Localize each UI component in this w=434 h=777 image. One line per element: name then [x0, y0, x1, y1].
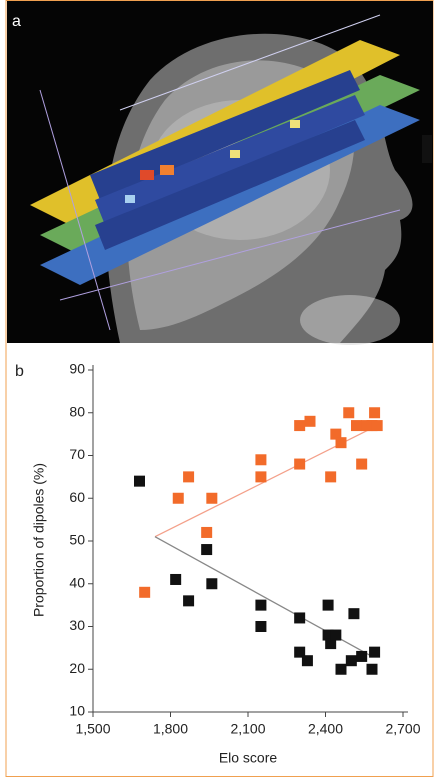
x-tick-label: 2,400 — [308, 721, 343, 737]
marker — [294, 458, 306, 470]
marker — [351, 420, 362, 432]
marker — [294, 420, 306, 432]
y-tick-label: 30 — [69, 617, 85, 633]
marker — [356, 458, 368, 470]
marker — [322, 629, 334, 641]
marker — [343, 407, 355, 419]
y-tick-label: 70 — [69, 446, 85, 462]
marker — [325, 638, 337, 650]
panel-label: b — [15, 363, 24, 380]
marker — [371, 420, 383, 432]
marker — [294, 612, 306, 624]
marker — [294, 646, 306, 658]
marker — [172, 492, 184, 504]
marker — [335, 663, 347, 675]
marker — [139, 586, 151, 598]
y-tick-label: 20 — [69, 660, 85, 676]
y-tick-label: 80 — [69, 403, 85, 419]
marker — [255, 599, 267, 611]
panel-label: a — [12, 13, 21, 30]
x-tick-label: 1,500 — [75, 721, 110, 737]
marker — [304, 415, 316, 427]
marker — [183, 471, 195, 483]
marker — [201, 544, 213, 556]
marker — [322, 599, 334, 611]
marker — [170, 573, 182, 585]
marker — [356, 650, 368, 662]
y-axis-label: Proportion of dipoles (%) — [31, 463, 47, 617]
marker — [335, 437, 347, 449]
marker — [345, 655, 357, 667]
marker — [330, 428, 342, 440]
y-tick-label: 50 — [69, 532, 85, 548]
marker — [255, 454, 267, 466]
marker — [348, 608, 360, 620]
x-axis-label: Elo score — [219, 750, 278, 766]
y-tick-label: 40 — [69, 574, 85, 590]
mri-image — [7, 1, 433, 345]
marker — [366, 663, 378, 675]
x-tick-label: 2,100 — [230, 721, 265, 737]
marker — [330, 629, 342, 641]
marker — [206, 492, 218, 504]
marker — [325, 471, 337, 483]
marker — [255, 471, 267, 483]
marker — [255, 621, 267, 632]
y-tick-label: 60 — [69, 489, 85, 505]
marker — [201, 526, 213, 538]
y-tick-label: 90 — [69, 361, 85, 377]
marker — [369, 407, 381, 419]
x-tick-label: 1,800 — [153, 721, 188, 737]
marker — [369, 646, 381, 658]
marker — [206, 578, 218, 590]
marker — [301, 655, 313, 667]
marker — [183, 595, 195, 607]
y-tick-label: 10 — [69, 703, 85, 719]
marker — [134, 475, 145, 487]
x-tick-label: 2,700 — [385, 721, 420, 737]
